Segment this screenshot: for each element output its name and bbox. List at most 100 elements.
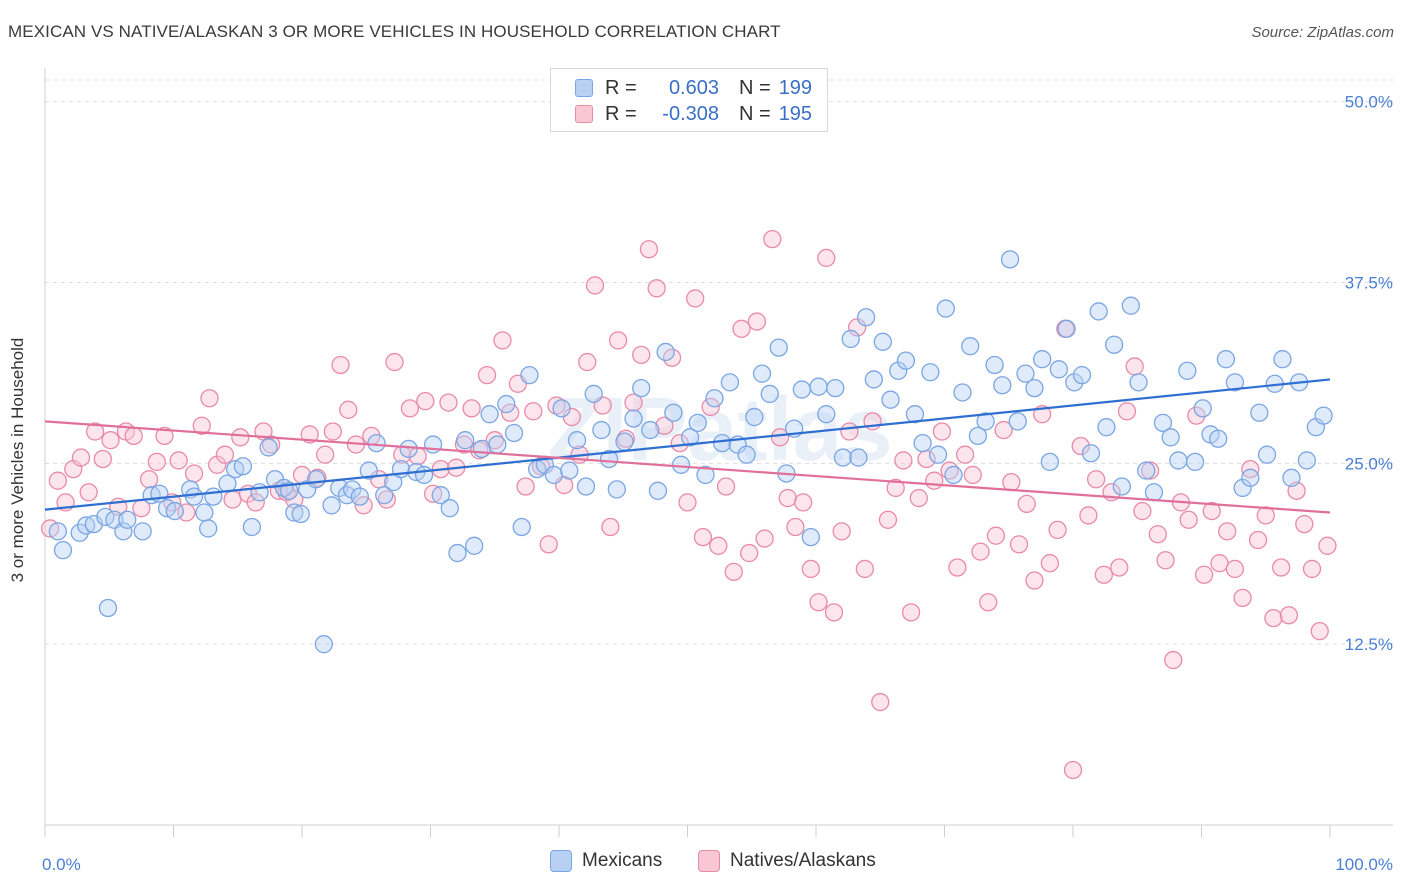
- mexicans-point: [864, 370, 883, 389]
- natives-point: [200, 389, 219, 408]
- natives-point: [794, 493, 813, 512]
- mexicans-point: [792, 380, 812, 399]
- legend-n-label: N =: [739, 102, 771, 125]
- natives-point: [624, 393, 643, 412]
- natives-point: [462, 399, 481, 418]
- mexicans-point: [921, 363, 940, 382]
- mexicans-point: [342, 480, 362, 499]
- mexicans-point: [849, 448, 868, 467]
- natives-point: [724, 562, 743, 581]
- mexicans-point: [465, 536, 484, 555]
- mexicans-point: [480, 405, 499, 424]
- bottom-legend: Mexicans Natives/Alaskans: [0, 850, 1406, 878]
- mexicans-point: [1089, 302, 1108, 321]
- mexicans-point: [274, 478, 294, 498]
- mexicans-point: [1065, 373, 1084, 392]
- natives-point: [400, 399, 420, 418]
- y-tick-label: 37.5%: [1345, 274, 1393, 293]
- mexicans-point: [448, 543, 467, 563]
- mexicans-point: [953, 383, 972, 402]
- bottom-legend-natives: Natives/Alaskans: [698, 850, 876, 872]
- natives-point: [1310, 622, 1329, 641]
- natives-point: [763, 229, 782, 249]
- mexicans-point: [720, 373, 740, 392]
- mexicans-point: [114, 522, 133, 541]
- mexicans-point: [760, 384, 779, 404]
- mexicans-point: [1040, 452, 1060, 472]
- natives-point: [246, 493, 265, 512]
- y-tick-label: 25.0%: [1345, 454, 1393, 473]
- natives-point: [547, 396, 566, 415]
- mexicans-point: [1178, 361, 1197, 380]
- natives-point: [300, 425, 319, 444]
- mexicans-point: [70, 523, 89, 542]
- mexicans-point: [928, 445, 948, 464]
- mexicans-point: [826, 378, 845, 398]
- natives-point: [1156, 551, 1175, 570]
- mexicans-point: [632, 378, 651, 398]
- bottom-legend-swatch-natives: [698, 850, 720, 872]
- natives-point: [1133, 501, 1152, 521]
- mexicans-point: [664, 403, 683, 422]
- mexicans-point: [1016, 364, 1035, 383]
- mexicans-point: [817, 405, 836, 424]
- mexicans-point: [648, 481, 668, 500]
- mexicans-point: [414, 465, 434, 485]
- mexicans-point: [1216, 350, 1236, 369]
- natives-point: [262, 435, 281, 454]
- natives-point: [901, 603, 921, 622]
- mexicans-point: [552, 399, 571, 418]
- mexicans-point: [259, 438, 278, 457]
- natives-point: [501, 403, 520, 422]
- mexicans-point: [769, 338, 788, 357]
- mexicans-point: [440, 499, 459, 518]
- natives-point: [147, 452, 166, 472]
- mexicans-point: [359, 461, 378, 480]
- chart-title: MEXICAN VS NATIVE/ALASKAN 3 OR MORE VEHI…: [8, 22, 781, 41]
- natives-point: [1194, 565, 1214, 584]
- natives-point: [786, 517, 805, 537]
- natives-point: [477, 365, 497, 385]
- mexicans-point: [1297, 451, 1317, 470]
- natives-point: [601, 517, 620, 537]
- legend-n-value-natives: 195: [778, 102, 813, 125]
- natives-point: [871, 692, 890, 712]
- mexicans-point: [705, 389, 724, 408]
- mexicans-point: [53, 540, 73, 560]
- mexicans-points: [48, 250, 1333, 654]
- legend-n-label: N =: [739, 76, 771, 99]
- mexicans-point: [833, 448, 853, 467]
- tick-labels: 12.5% 25.0% 37.5% 50.0% 0.0% 100.0%: [42, 93, 1393, 874]
- natives-point: [1202, 501, 1221, 521]
- natives-point: [1094, 565, 1113, 584]
- natives-point: [655, 416, 674, 435]
- legend-n-value-mexicans: 199: [778, 76, 813, 99]
- natives-point: [1302, 559, 1322, 579]
- bottom-legend-swatch-mexicans: [550, 850, 572, 872]
- natives-point: [1225, 559, 1245, 579]
- mexicans-point: [696, 465, 715, 485]
- mexicans-point: [1137, 461, 1156, 480]
- natives-point: [79, 483, 98, 502]
- mexicans-point: [1209, 429, 1228, 448]
- natives-point: [608, 331, 628, 350]
- natives-point: [578, 352, 597, 372]
- mexicans-point: [1000, 250, 1020, 269]
- mexicans-point: [314, 635, 333, 654]
- mexicans-point: [431, 486, 450, 505]
- natives-point: [632, 345, 651, 365]
- mexicans-point: [1008, 412, 1027, 431]
- mexicans-point: [497, 394, 516, 414]
- mexicans-point: [1314, 406, 1333, 425]
- natives-point: [354, 496, 373, 515]
- mexicans-point: [1025, 378, 1044, 398]
- mexicans-point: [306, 470, 326, 489]
- mexicans-point: [1112, 477, 1131, 496]
- natives-point: [93, 449, 112, 469]
- mexicans-point: [98, 598, 118, 618]
- natives-point: [678, 493, 697, 512]
- natives-point: [755, 529, 774, 548]
- mexicans-point: [423, 435, 443, 454]
- natives-point: [1140, 461, 1160, 480]
- natives-point: [1187, 406, 1206, 425]
